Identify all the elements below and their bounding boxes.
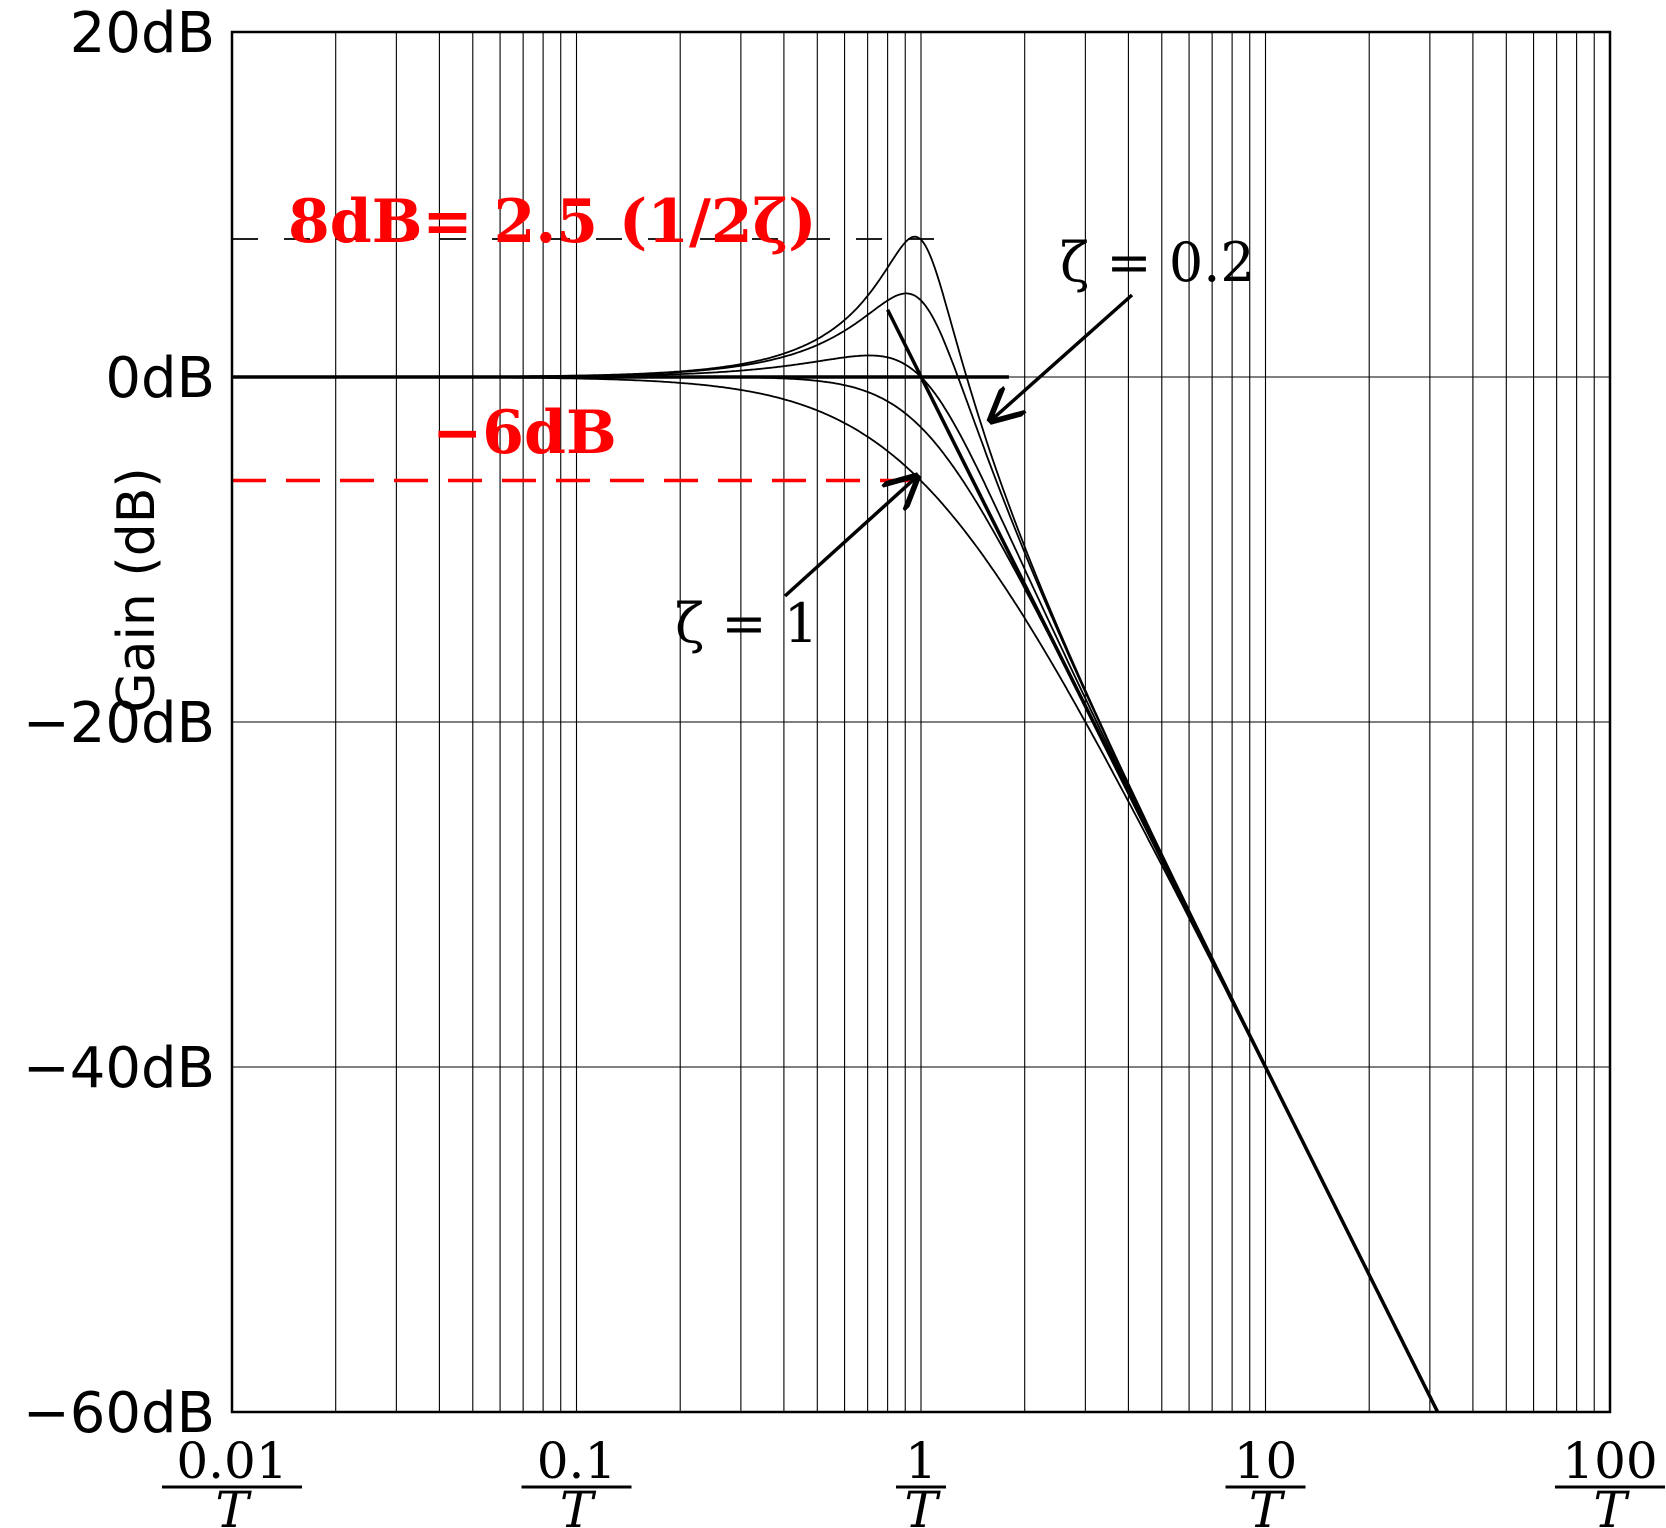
response-curve bbox=[232, 376, 1371, 1276]
response-curve bbox=[232, 235, 1371, 1275]
x-tick-numerator: 1 bbox=[905, 1432, 937, 1490]
response-curve bbox=[232, 376, 1371, 1276]
x-tick-denominator: T bbox=[904, 1481, 941, 1528]
x-tick-label: 1T bbox=[896, 1432, 946, 1528]
curves bbox=[232, 235, 1371, 1276]
asymptote-line bbox=[886, 308, 1440, 1413]
y-tick-label: 20dB bbox=[70, 1, 215, 66]
x-tick-label: 10T bbox=[1225, 1432, 1306, 1528]
x-tick-denominator: T bbox=[1593, 1481, 1630, 1528]
reference-lines bbox=[232, 238, 936, 483]
x-tick-numerator: 0.1 bbox=[537, 1432, 617, 1490]
zeta1-arrow bbox=[783, 477, 916, 598]
response-curve bbox=[232, 354, 1371, 1275]
y-tick-label: −60dB bbox=[23, 1381, 215, 1446]
y-tick-label: −40dB bbox=[23, 1036, 215, 1101]
y-tick-label: −20dB bbox=[23, 691, 215, 756]
asymptotes bbox=[232, 308, 1440, 1413]
peak-annotation: 8dB= 2.5 (1/2ζ) bbox=[288, 187, 817, 257]
minus6-annotation: −6dB bbox=[432, 398, 617, 468]
grid bbox=[231, 31, 1610, 1413]
x-tick-denominator: T bbox=[215, 1481, 252, 1528]
x-tick-denominator: T bbox=[560, 1481, 597, 1528]
x-tick-numerator: 10 bbox=[1234, 1432, 1298, 1490]
x-tick-denominator: T bbox=[1249, 1481, 1286, 1528]
zeta1-annotation: ζ = 1 bbox=[675, 592, 818, 655]
x-tick-numerator: 0.01 bbox=[176, 1432, 287, 1490]
zeta02-annotation: ζ = 0.2 bbox=[1060, 231, 1255, 294]
x-tick-label: 0.1T bbox=[521, 1432, 632, 1528]
plot-frame bbox=[230, 30, 1612, 1414]
y-axis-label: Gain (dB) bbox=[107, 467, 167, 712]
y-tick-label: 0dB bbox=[105, 346, 215, 411]
zeta02-arrow bbox=[991, 293, 1134, 420]
x-tick-label: 0.01T bbox=[162, 1432, 302, 1528]
x-tick-numerator: 100 bbox=[1562, 1432, 1657, 1490]
y-tick-labels: 20dB 0dB −20dB −40dB −60dB bbox=[23, 1, 215, 1446]
response-curve bbox=[232, 292, 1371, 1275]
